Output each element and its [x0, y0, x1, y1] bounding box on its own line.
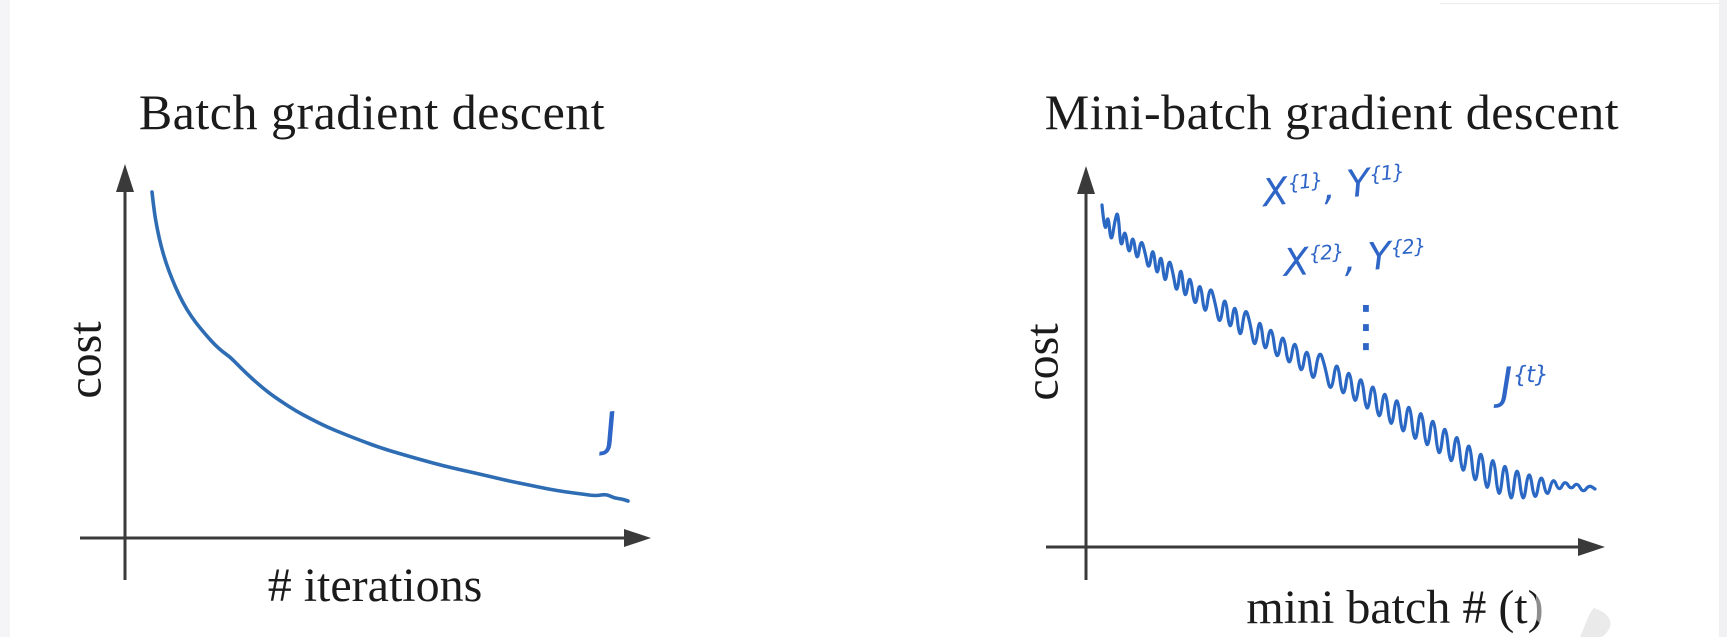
- minibatch-x-axis-label: mini batch # (t): [1246, 581, 1544, 634]
- minibatch-cost-curve: [1100, 203, 1597, 500]
- batch-x-axis-label: # iterations: [267, 559, 483, 612]
- minibatch-chart-title: Mini-batch gradient descent: [1044, 84, 1620, 140]
- batch-chart-title: Batch gradient descent: [138, 84, 606, 140]
- screen-edge-left: [0, 0, 10, 637]
- minibatch-axes: [1046, 166, 1605, 580]
- annotation-J-t: J{t}: [1499, 358, 1549, 410]
- batch-cost-curve: [150, 190, 630, 503]
- screen-edge-right: [1719, 0, 1727, 637]
- batch-y-axis-arrow-icon: [116, 164, 134, 192]
- minibatch-y-axis-label: cost: [1015, 323, 1069, 401]
- batch-x-axis-arrow-icon: [624, 529, 651, 547]
- batch-axes: [80, 164, 651, 580]
- minibatch-x-axis-arrow-icon: [1578, 538, 1605, 556]
- batch-y-axis-label: cost: [58, 321, 112, 399]
- top-hairline: [1440, 3, 1719, 4]
- minibatch-y-axis-arrow-icon: [1077, 166, 1095, 194]
- vertical-ellipsis: ⋮: [1338, 294, 1394, 359]
